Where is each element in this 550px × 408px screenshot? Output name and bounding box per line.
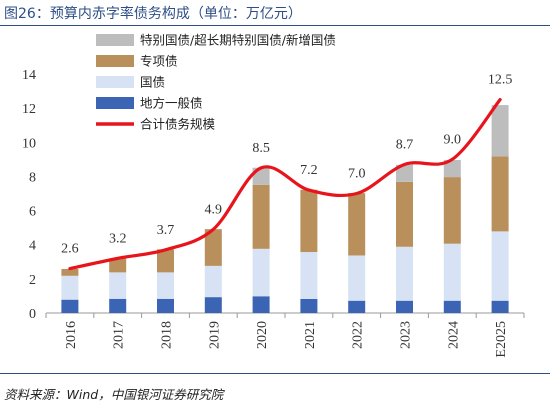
y-tick-label: 14 — [22, 68, 36, 83]
bar-segment-special_bond — [491, 156, 509, 232]
bar-segment-special_treasury — [396, 164, 413, 182]
data-label: 3.2 — [109, 231, 127, 246]
legend-label-special_treasury: 特别国债/超长期特别国债/新增国债 — [140, 33, 336, 48]
data-label: 8.7 — [396, 137, 414, 152]
legend-label-total_line: 合计债务规模 — [140, 117, 216, 132]
data-label: 8.5 — [252, 141, 270, 156]
line-group — [68, 98, 502, 271]
bar-segment-special_bond — [348, 193, 366, 256]
bar-segment-special_bond — [157, 249, 174, 273]
y-tick-label: 0 — [29, 307, 36, 322]
data-labels-group: 2.6 3.2 3.7 4.9 8.5 7.2 7.0 8.7 9.0 12.5 — [61, 73, 512, 257]
chart-title: 图26：预算内赤字率债务构成（单位：万亿元） — [4, 6, 302, 22]
data-label: 7.2 — [300, 163, 318, 178]
x-tick-label: 2016 — [64, 321, 79, 349]
bar-segment-local_general — [443, 300, 461, 313]
bar-segment-special_bond — [252, 184, 270, 249]
x-tick-label: 2021 — [303, 321, 318, 349]
bar-segment-treasury — [157, 272, 174, 299]
data-label: 7.0 — [348, 167, 366, 182]
data-label: 4.9 — [205, 202, 223, 217]
data-label: 9.0 — [444, 132, 462, 147]
y-tick-label: 2 — [29, 273, 36, 288]
x-tick-label: 2022 — [351, 321, 366, 349]
bar-segment-local_general — [396, 300, 413, 313]
y-tick-label: 8 — [29, 170, 36, 185]
bar-segment-treasury — [204, 265, 222, 298]
y-tick-label: 6 — [29, 205, 36, 220]
bar-segment-special_bond — [396, 181, 413, 247]
bar-segment-special_bond — [61, 268, 79, 276]
y-tick-label: 4 — [29, 239, 36, 254]
bar-segment-local_general — [491, 300, 509, 313]
legend-label-special_bond: 专项债 — [140, 54, 178, 69]
x-tick-label: 2018 — [160, 321, 175, 349]
bar-segment-treasury — [396, 246, 413, 301]
bar-segment-special_treasury — [443, 160, 461, 178]
data-label: 3.7 — [157, 223, 175, 238]
legend-label-local_general: 地方一般债 — [140, 96, 203, 111]
x-tick-label: 2019 — [207, 321, 222, 349]
title-rule — [0, 25, 550, 26]
bar-segment-local_general — [157, 298, 174, 313]
bar-segment-local_general — [204, 297, 222, 313]
bar-segment-special_bond — [109, 258, 127, 273]
bar-segment-local_general — [109, 298, 127, 313]
total-debt-line — [68, 98, 502, 271]
bar-segment-local_general — [348, 300, 366, 313]
bar-segment-treasury — [443, 243, 461, 301]
source-note: 资料来源：Wind，中国银河证券研究院 — [4, 387, 224, 402]
x-tick-label: 2024 — [446, 321, 461, 349]
bar-segment-local_general — [61, 299, 79, 313]
bar-segment-local_general — [252, 296, 270, 313]
bar-segment-special_bond — [300, 189, 318, 253]
legend-swatch-special_treasury — [96, 34, 134, 46]
y-tick-label: 10 — [22, 136, 36, 151]
bars-group — [61, 105, 509, 313]
bar-segment-treasury — [491, 231, 509, 301]
x-tick-label: E2025 — [494, 321, 509, 358]
bar-segment-treasury — [109, 272, 127, 299]
bar-segment-treasury — [348, 255, 366, 301]
y-tick-label: 12 — [22, 102, 36, 117]
legend-swatch-special_bond — [96, 55, 134, 67]
bar-segment-special_bond — [204, 229, 222, 266]
legend-label-treasury: 国债 — [140, 75, 165, 90]
x-tick-label: 2017 — [112, 321, 127, 349]
footer-rule — [0, 373, 550, 374]
data-label: 2.6 — [61, 242, 79, 257]
x-tick-label: 2023 — [399, 321, 414, 349]
bar-segment-special_bond — [443, 177, 461, 244]
bar-segment-treasury — [300, 252, 318, 300]
data-label: 12.5 — [488, 73, 513, 88]
bar-segment-treasury — [252, 248, 270, 297]
legend-swatch-local_general — [96, 97, 134, 109]
bar-segment-local_general — [300, 299, 318, 313]
bar-segment-treasury — [61, 275, 79, 300]
legend-swatch-treasury — [96, 76, 134, 88]
bar-segment-special_treasury — [491, 105, 509, 157]
x-tick-label: 2020 — [255, 321, 270, 349]
